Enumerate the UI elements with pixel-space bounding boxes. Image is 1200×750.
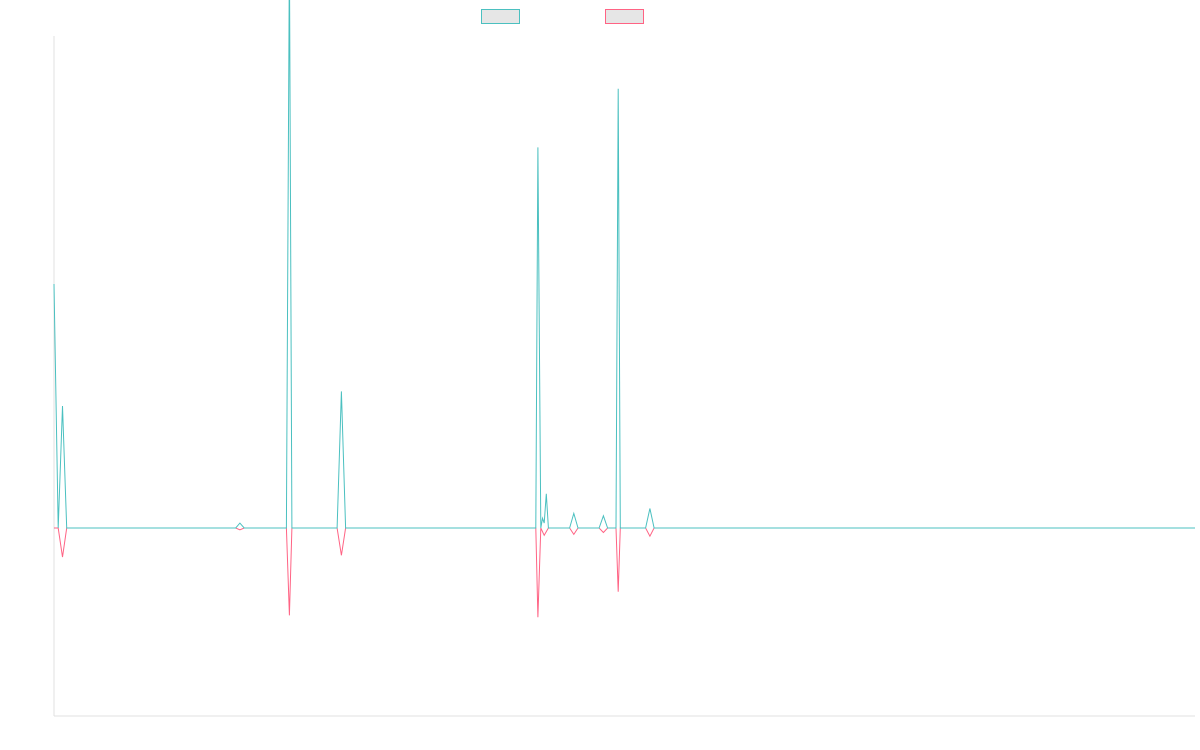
series-line-2[interactable] (54, 527, 1195, 618)
series-layer (53, 0, 1195, 618)
series-line-1[interactable] (53, 0, 1195, 529)
legend-swatch-series-1[interactable] (481, 9, 520, 24)
axes (53, 36, 1195, 717)
legend-swatch-series-2[interactable] (605, 9, 644, 24)
legend (0, 9, 1200, 27)
